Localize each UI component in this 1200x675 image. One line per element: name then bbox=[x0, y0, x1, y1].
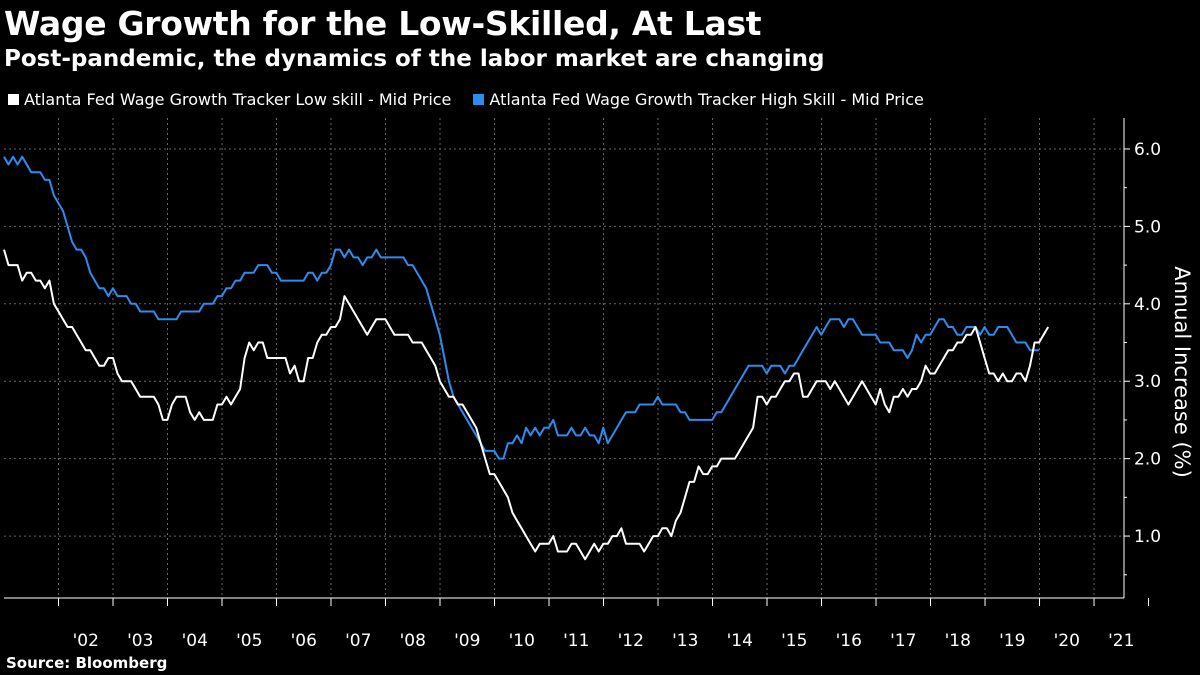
x-tick-label: '18 bbox=[945, 631, 971, 651]
chart-subtitle: Post-pandemic, the dynamics of the labor… bbox=[4, 46, 825, 72]
x-tick-label: '05 bbox=[236, 631, 262, 651]
legend-item-high-skill: Atlanta Fed Wage Growth Tracker High Ski… bbox=[473, 90, 924, 109]
y-axis-label: Annual Increase (%) bbox=[1170, 266, 1194, 478]
y-tick-label: 4.0 bbox=[1134, 295, 1161, 315]
x-tick-label: '02 bbox=[73, 631, 99, 651]
source-note: Source: Bloomberg bbox=[6, 654, 168, 672]
x-tick-label: '15 bbox=[781, 631, 807, 651]
x-tick-label: '06 bbox=[291, 631, 317, 651]
x-tick-label: '14 bbox=[727, 631, 753, 651]
x-tick-label: '12 bbox=[618, 631, 644, 651]
legend-item-low-skill: Atlanta Fed Wage Growth Tracker Low skil… bbox=[8, 90, 451, 109]
x-tick-label: '07 bbox=[345, 631, 371, 651]
grid bbox=[4, 118, 1124, 598]
y-tick-label: 3.0 bbox=[1134, 372, 1161, 392]
y-tick-label: 6.0 bbox=[1134, 140, 1161, 160]
axes bbox=[4, 118, 1150, 606]
series-line-low-skill bbox=[3, 249, 1050, 561]
legend-swatch-high-skill bbox=[473, 94, 485, 105]
tick-labels: 1.0 2.0 3.0 4.0 5.0 6.0 '02 '03 '04 '05 '06 '07 '08 '… bbox=[73, 140, 1161, 651]
x-tick-label: '16 bbox=[836, 631, 862, 651]
legend-swatch-low-skill bbox=[8, 94, 19, 105]
series-line-high-skill bbox=[3, 155, 1040, 460]
x-tick-label: '03 bbox=[127, 631, 153, 651]
x-tick-label: '10 bbox=[509, 631, 535, 651]
x-tick-label: '20 bbox=[1054, 631, 1080, 651]
x-tick-label: '04 bbox=[182, 631, 208, 651]
y-tick-label: 2.0 bbox=[1134, 450, 1161, 470]
legend: Atlanta Fed Wage Growth Tracker Low skil… bbox=[8, 90, 924, 109]
x-tick-label: '19 bbox=[999, 631, 1025, 651]
y-tick-label: 5.0 bbox=[1134, 217, 1161, 237]
x-tick-label: '08 bbox=[400, 631, 426, 651]
chart-title: Wage Growth for the Low-Skilled, At Last bbox=[4, 4, 762, 43]
legend-label-low-skill: Atlanta Fed Wage Growth Tracker Low skil… bbox=[24, 90, 452, 109]
x-tick-label: '09 bbox=[454, 631, 480, 651]
x-tick-label: '17 bbox=[890, 631, 916, 651]
legend-label-high-skill: Atlanta Fed Wage Growth Tracker High Ski… bbox=[489, 90, 924, 109]
x-tick-label: '11 bbox=[563, 631, 589, 651]
x-tick-label: '21 bbox=[1108, 631, 1134, 651]
y-tick-label: 1.0 bbox=[1134, 527, 1161, 547]
x-tick-label: '13 bbox=[672, 631, 698, 651]
series-lines bbox=[3, 155, 1050, 561]
